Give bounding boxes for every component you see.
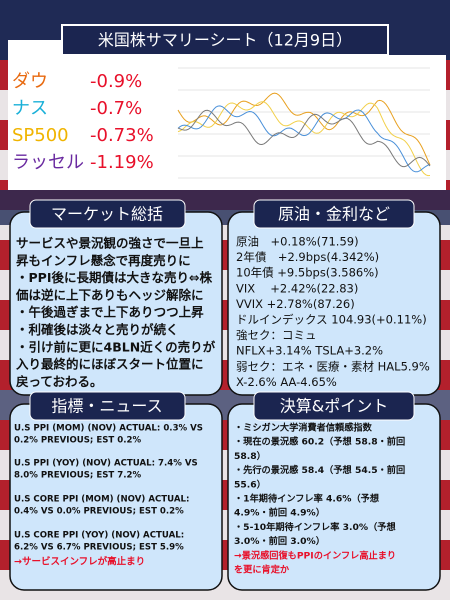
chart-line: [177, 92, 431, 166]
earnings-line: 55.6）: [234, 479, 266, 490]
market-line: ・午後過ぎまで上下ありつつ上昇: [16, 305, 204, 320]
rates-line: VIX +2.42%(22.83): [236, 281, 358, 295]
news-conclusion: →サービスインフレが高止まり: [14, 556, 145, 568]
earnings-line: ・ミシガン大学消費者信頼感指数: [234, 422, 373, 434]
market-line: サービスや景況観の強さで一旦上: [16, 236, 204, 251]
index-change: -0.7%: [90, 98, 142, 119]
earnings-conclusion: →景況感回復もPPIのインフレ高止まり: [234, 550, 396, 562]
panel-header: [253, 391, 415, 421]
rates-line: 弱セク：エネ・医療・素材 HAL5.9%: [236, 359, 430, 373]
chart-line: [177, 105, 431, 173]
index-change: -1.19%: [90, 152, 154, 173]
rates-line: ドルインデックス 104.93(+0.11%): [236, 313, 427, 327]
news-line: 8.0% PREVIOUS; EST 7.2%: [14, 471, 141, 481]
index-box: [8, 40, 170, 190]
chart-line: [177, 109, 431, 168]
panel-header: [29, 391, 186, 421]
index-name: SP500: [12, 125, 69, 146]
earnings-line: 4.9%・前回 4.9%）: [234, 507, 325, 519]
market-line: ・引け前に更に4BLN近くの売りが: [16, 339, 216, 354]
index-name: ラッセル: [12, 152, 84, 173]
chart-line: [177, 101, 431, 177]
market-line: 価は逆に上下ありもヘッジ解除に: [15, 287, 204, 302]
news-line: 6.2% VS 6.7% PREVIOUS; EST 5.9%: [14, 543, 184, 553]
earnings-line: 58.8）: [234, 451, 266, 462]
panel-header: [29, 199, 186, 229]
news-line: U.S PPI (YOY) (NOV) ACTUAL: 7.4% VS: [14, 459, 198, 469]
title-bar: [61, 24, 389, 56]
panel-title: 原油・金利など: [278, 205, 390, 224]
news-line: 0.2% PREVIOUS; EST 0.2%: [14, 436, 141, 446]
news-line: U.S CORE PPI (MOM) (NOV) ACTUAL:: [14, 495, 189, 505]
rates-line: NFLX+3.14% TSLA+3.2%: [236, 344, 383, 358]
rates-line: 2年債 +2.9bps(4.342%): [236, 250, 379, 264]
earnings-line: ・5-10年期待インフレ率 3.0%（予想: [234, 521, 396, 533]
title: 米国株サマリーシート（12月9日）: [98, 31, 352, 50]
market-line: 入り最終的にほぼスタート位置に: [16, 357, 204, 372]
earnings-conclusion: を更に肯定か: [234, 564, 290, 576]
news-line: U.S PPI (MOM) (NOV) ACTUAL: 0.3% VS: [14, 424, 203, 434]
index-change: -0.73%: [90, 125, 154, 146]
market-line: 戻っておわる。: [15, 374, 103, 389]
market-line: 昇もインフレ懸念で再度売りに: [16, 253, 191, 268]
rates-line: X-2.6% AA-4.65%: [236, 375, 337, 389]
earnings-line: ・先行の景況感 58.4（予想 54.5・前回: [234, 464, 405, 476]
news-line: 0.4% VS 0.0% PREVIOUS; EST 0.2%: [14, 507, 184, 517]
index-change: -0.9%: [90, 71, 142, 92]
index-name: ナス: [12, 98, 48, 119]
earnings-line: ・1年期待インフレ率 4.6%（予想: [234, 493, 379, 505]
rates-line: VVIX +2.78%(87.26): [236, 297, 355, 311]
panel-title: マーケット総括: [51, 205, 163, 224]
rates-line: 10年債 +9.5bps(3.586%): [236, 266, 379, 280]
panel-title: 決算&ポイント: [280, 397, 388, 416]
mini-chart: [177, 67, 431, 179]
panel-title: 指標・ニュース: [51, 397, 162, 416]
index-name: ダウ: [12, 71, 48, 92]
panel-header: [253, 199, 415, 229]
market-line: ・PPI後に長期債は大きな売り⇔株: [16, 270, 212, 285]
earnings-line: 3.0%・前回 3.0%）: [234, 535, 325, 547]
news-line: U.S CORE PPI (YOY) (NOV) ACTUAL:: [14, 531, 184, 541]
rates-line: 強セク：コミュ: [236, 328, 317, 342]
market-line: ・利確後は淡々と売りが続く: [16, 322, 179, 337]
chart-box: [168, 55, 446, 190]
earnings-line: ・現在の景況感 60.2（予想 58.8・前回: [234, 436, 405, 448]
rates-line: 原油 +0.18%(71.59): [236, 235, 359, 249]
